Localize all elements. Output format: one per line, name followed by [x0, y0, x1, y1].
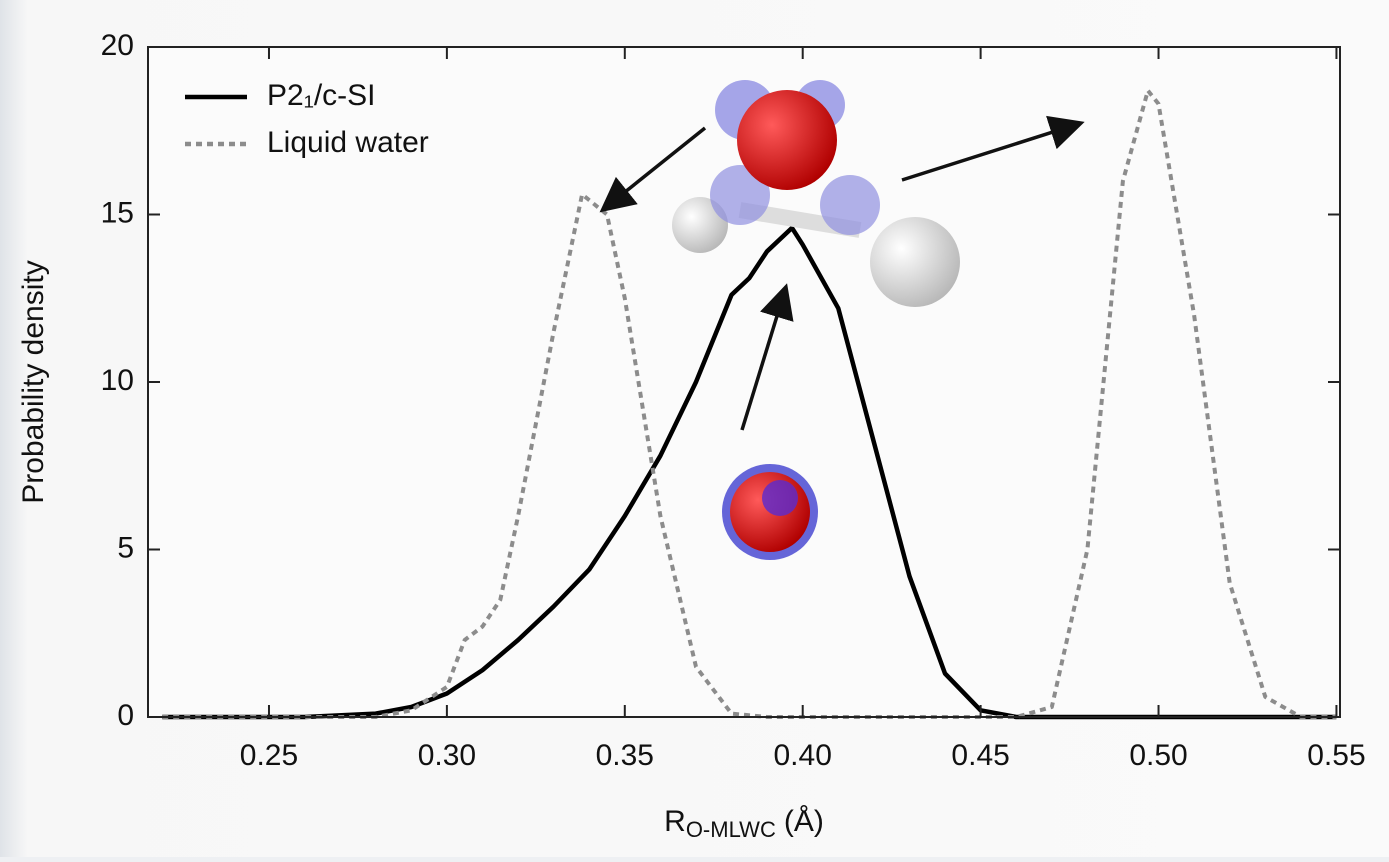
y-axis-label: Probability density — [17, 260, 50, 503]
legend-label: P2₁/c-SI — [267, 79, 376, 112]
x-axis-label: RO-MLWC (Å) — [664, 805, 824, 842]
series-line — [162, 225, 1337, 720]
x-tick-label: 0.50 — [1129, 739, 1187, 772]
x-tick-label: 0.40 — [774, 739, 832, 772]
x-tick-label: 0.35 — [596, 739, 654, 772]
series-line — [162, 88, 1337, 719]
y-tick-label: 5 — [117, 531, 134, 564]
y-tick-label: 15 — [101, 196, 134, 229]
x-label-subscript: O-MLWC — [686, 817, 776, 842]
y-tick-label: 20 — [101, 29, 134, 62]
x-tick-label: 0.55 — [1307, 739, 1365, 772]
x-tick-label: 0.45 — [951, 739, 1009, 772]
y-tick-label: 10 — [101, 364, 134, 397]
x-label-unit: (Å) — [784, 805, 824, 838]
ion-illustration — [722, 464, 818, 560]
x-tick-label: 0.25 — [240, 739, 298, 772]
molecule-illustration — [672, 80, 960, 307]
x-tick-label: 0.30 — [418, 739, 476, 772]
x-label-base: R — [664, 805, 686, 838]
legend-label: Liquid water — [267, 126, 429, 159]
y-tick-label: 0 — [117, 699, 134, 732]
arrows — [599, 115, 1085, 431]
